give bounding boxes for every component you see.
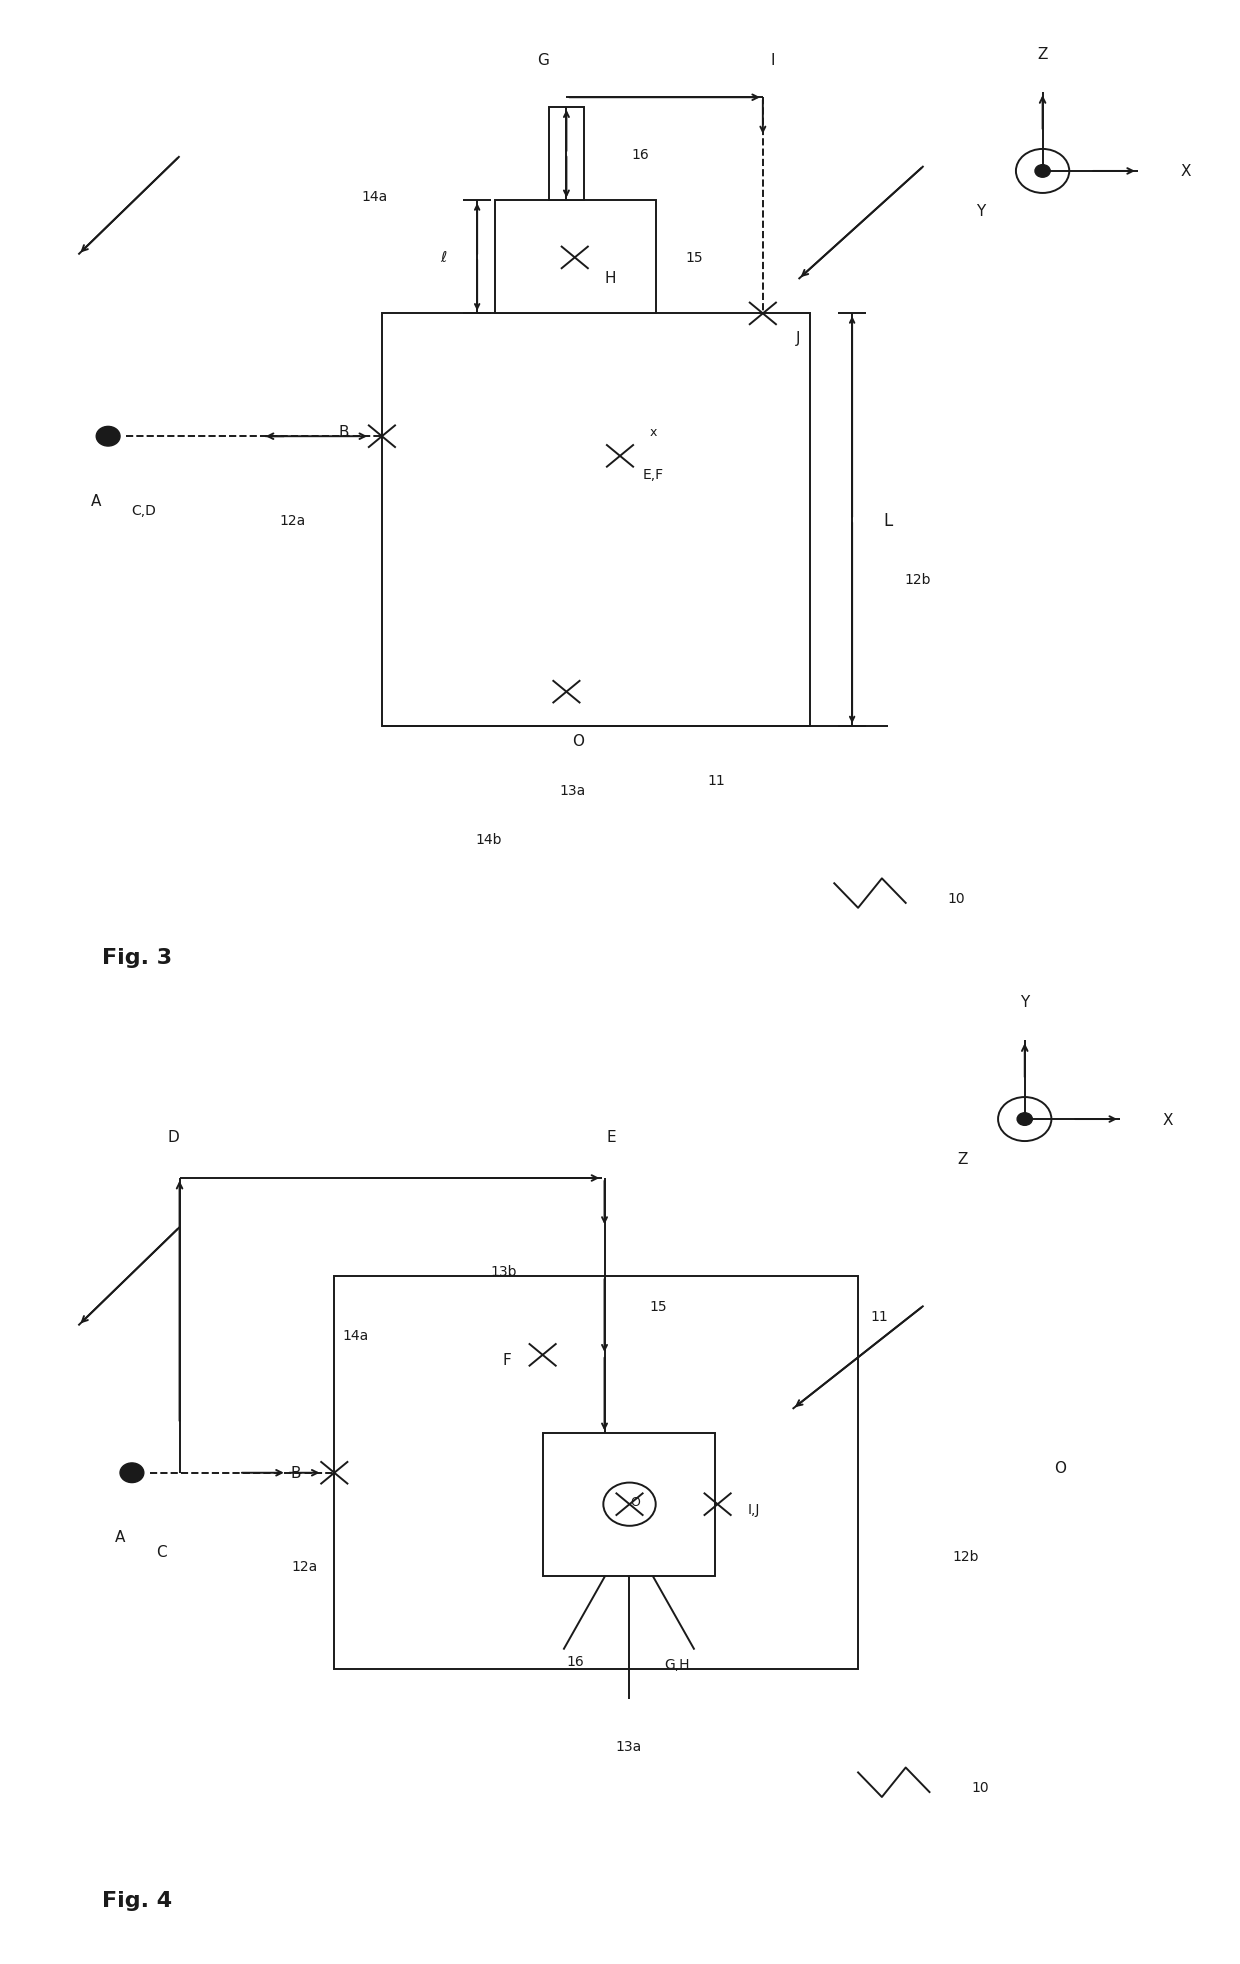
Text: I: I: [770, 53, 775, 69]
Bar: [548, 108, 584, 202]
Bar: [382, 314, 811, 727]
Text: E: E: [606, 1129, 616, 1145]
Text: E,F: E,F: [642, 467, 663, 481]
Text: 14b: 14b: [476, 833, 502, 846]
Circle shape: [1035, 165, 1050, 179]
Text: 11: 11: [707, 774, 725, 788]
Text: X: X: [1162, 1112, 1173, 1127]
Bar: [335, 1277, 858, 1669]
Text: O: O: [1054, 1461, 1066, 1475]
Text: 14a: 14a: [362, 189, 388, 204]
Text: 12b: 12b: [952, 1550, 978, 1563]
Circle shape: [1017, 1114, 1033, 1125]
Text: Z: Z: [1038, 47, 1048, 61]
Text: B: B: [339, 424, 350, 440]
Text: G,H: G,H: [663, 1658, 689, 1671]
Text: I,J: I,J: [748, 1502, 760, 1516]
Text: Y: Y: [1021, 994, 1029, 1009]
Text: 12a: 12a: [279, 513, 306, 528]
Text: D: D: [167, 1129, 180, 1145]
Text: Fig. 4: Fig. 4: [102, 1889, 172, 1911]
Text: 12a: 12a: [291, 1559, 317, 1573]
Text: 10: 10: [971, 1779, 988, 1795]
Text: B: B: [291, 1465, 301, 1481]
Circle shape: [97, 428, 120, 448]
Text: J: J: [796, 332, 801, 346]
Text: 16: 16: [567, 1654, 584, 1669]
Text: C: C: [156, 1544, 167, 1559]
Bar: [495, 202, 656, 314]
Text: ℓ: ℓ: [440, 249, 446, 265]
Text: 14a: 14a: [342, 1328, 368, 1343]
Text: O: O: [573, 735, 584, 748]
Text: G: G: [537, 53, 548, 69]
Text: L: L: [883, 511, 893, 530]
Text: 10: 10: [947, 892, 965, 905]
Text: O: O: [630, 1495, 640, 1508]
Text: X: X: [1180, 165, 1190, 179]
Text: 13a: 13a: [616, 1738, 642, 1754]
Text: Fig. 3: Fig. 3: [102, 947, 172, 968]
Text: 15: 15: [650, 1298, 667, 1314]
Text: 13b: 13b: [490, 1265, 517, 1279]
Text: x: x: [650, 426, 657, 438]
Bar: [543, 1434, 715, 1575]
Text: 16: 16: [632, 147, 650, 161]
Text: 15: 15: [686, 251, 703, 265]
Text: A: A: [115, 1530, 125, 1544]
Text: H: H: [605, 271, 616, 285]
Text: Z: Z: [957, 1151, 967, 1167]
Text: A: A: [91, 493, 102, 509]
Text: C,D: C,D: [131, 503, 156, 518]
Text: 13a: 13a: [559, 784, 585, 797]
Circle shape: [120, 1463, 144, 1483]
Text: Y: Y: [976, 204, 985, 218]
Text: 12b: 12b: [904, 572, 931, 587]
Text: F: F: [502, 1353, 511, 1367]
Text: 11: 11: [870, 1308, 888, 1324]
